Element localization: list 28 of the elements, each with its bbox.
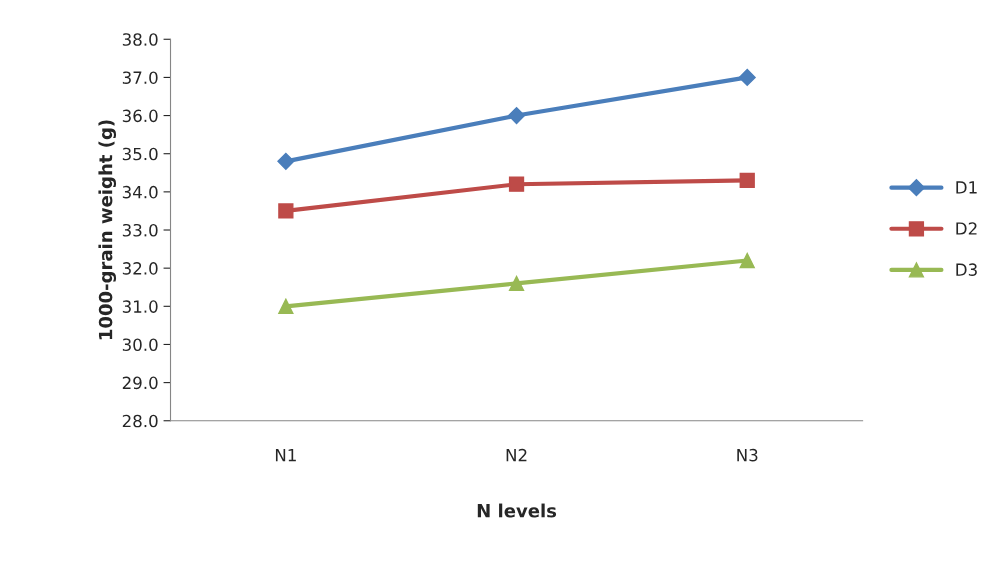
y-tick-label: 35.0 <box>122 147 158 161</box>
y-tick-label: 34.0 <box>122 185 158 199</box>
x-tick-label: N3 <box>737 448 758 462</box>
y-tick-label: 38.0 <box>122 33 158 46</box>
y-tick-label: 37.0 <box>122 71 158 84</box>
y-tick-label: 32.0 <box>122 262 158 275</box>
point <box>739 172 755 189</box>
point <box>278 203 294 219</box>
point <box>508 176 525 192</box>
y-tick-label: 28.0 <box>122 414 158 428</box>
y-tick-label: 36.0 <box>122 109 158 123</box>
y-tick-label: 30.0 <box>122 338 158 352</box>
legend-label: D1 <box>956 181 977 194</box>
y-axis-title: 1000-grain weight (g) <box>98 120 117 340</box>
point <box>738 68 756 86</box>
legend-label: D2 <box>956 222 977 235</box>
y-tick-label: 33.0 <box>122 223 158 237</box>
legend-label: D3 <box>956 263 977 276</box>
point <box>507 107 526 125</box>
point <box>277 152 295 170</box>
y-tick-label: 31.0 <box>122 300 158 313</box>
x-axis-title: N levels <box>477 503 557 518</box>
point <box>278 298 294 314</box>
x-tick-label: N2 <box>506 448 527 462</box>
point <box>739 252 755 269</box>
y-tick-label: 29.0 <box>122 376 158 390</box>
x-tick-label: N1 <box>275 449 296 462</box>
point <box>508 275 525 292</box>
